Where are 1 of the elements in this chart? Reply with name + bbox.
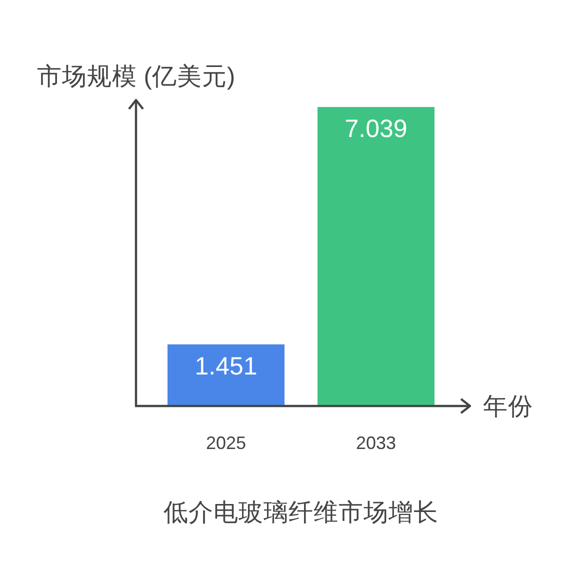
title: 低介电玻璃纤维市场增长 bbox=[164, 500, 438, 526]
